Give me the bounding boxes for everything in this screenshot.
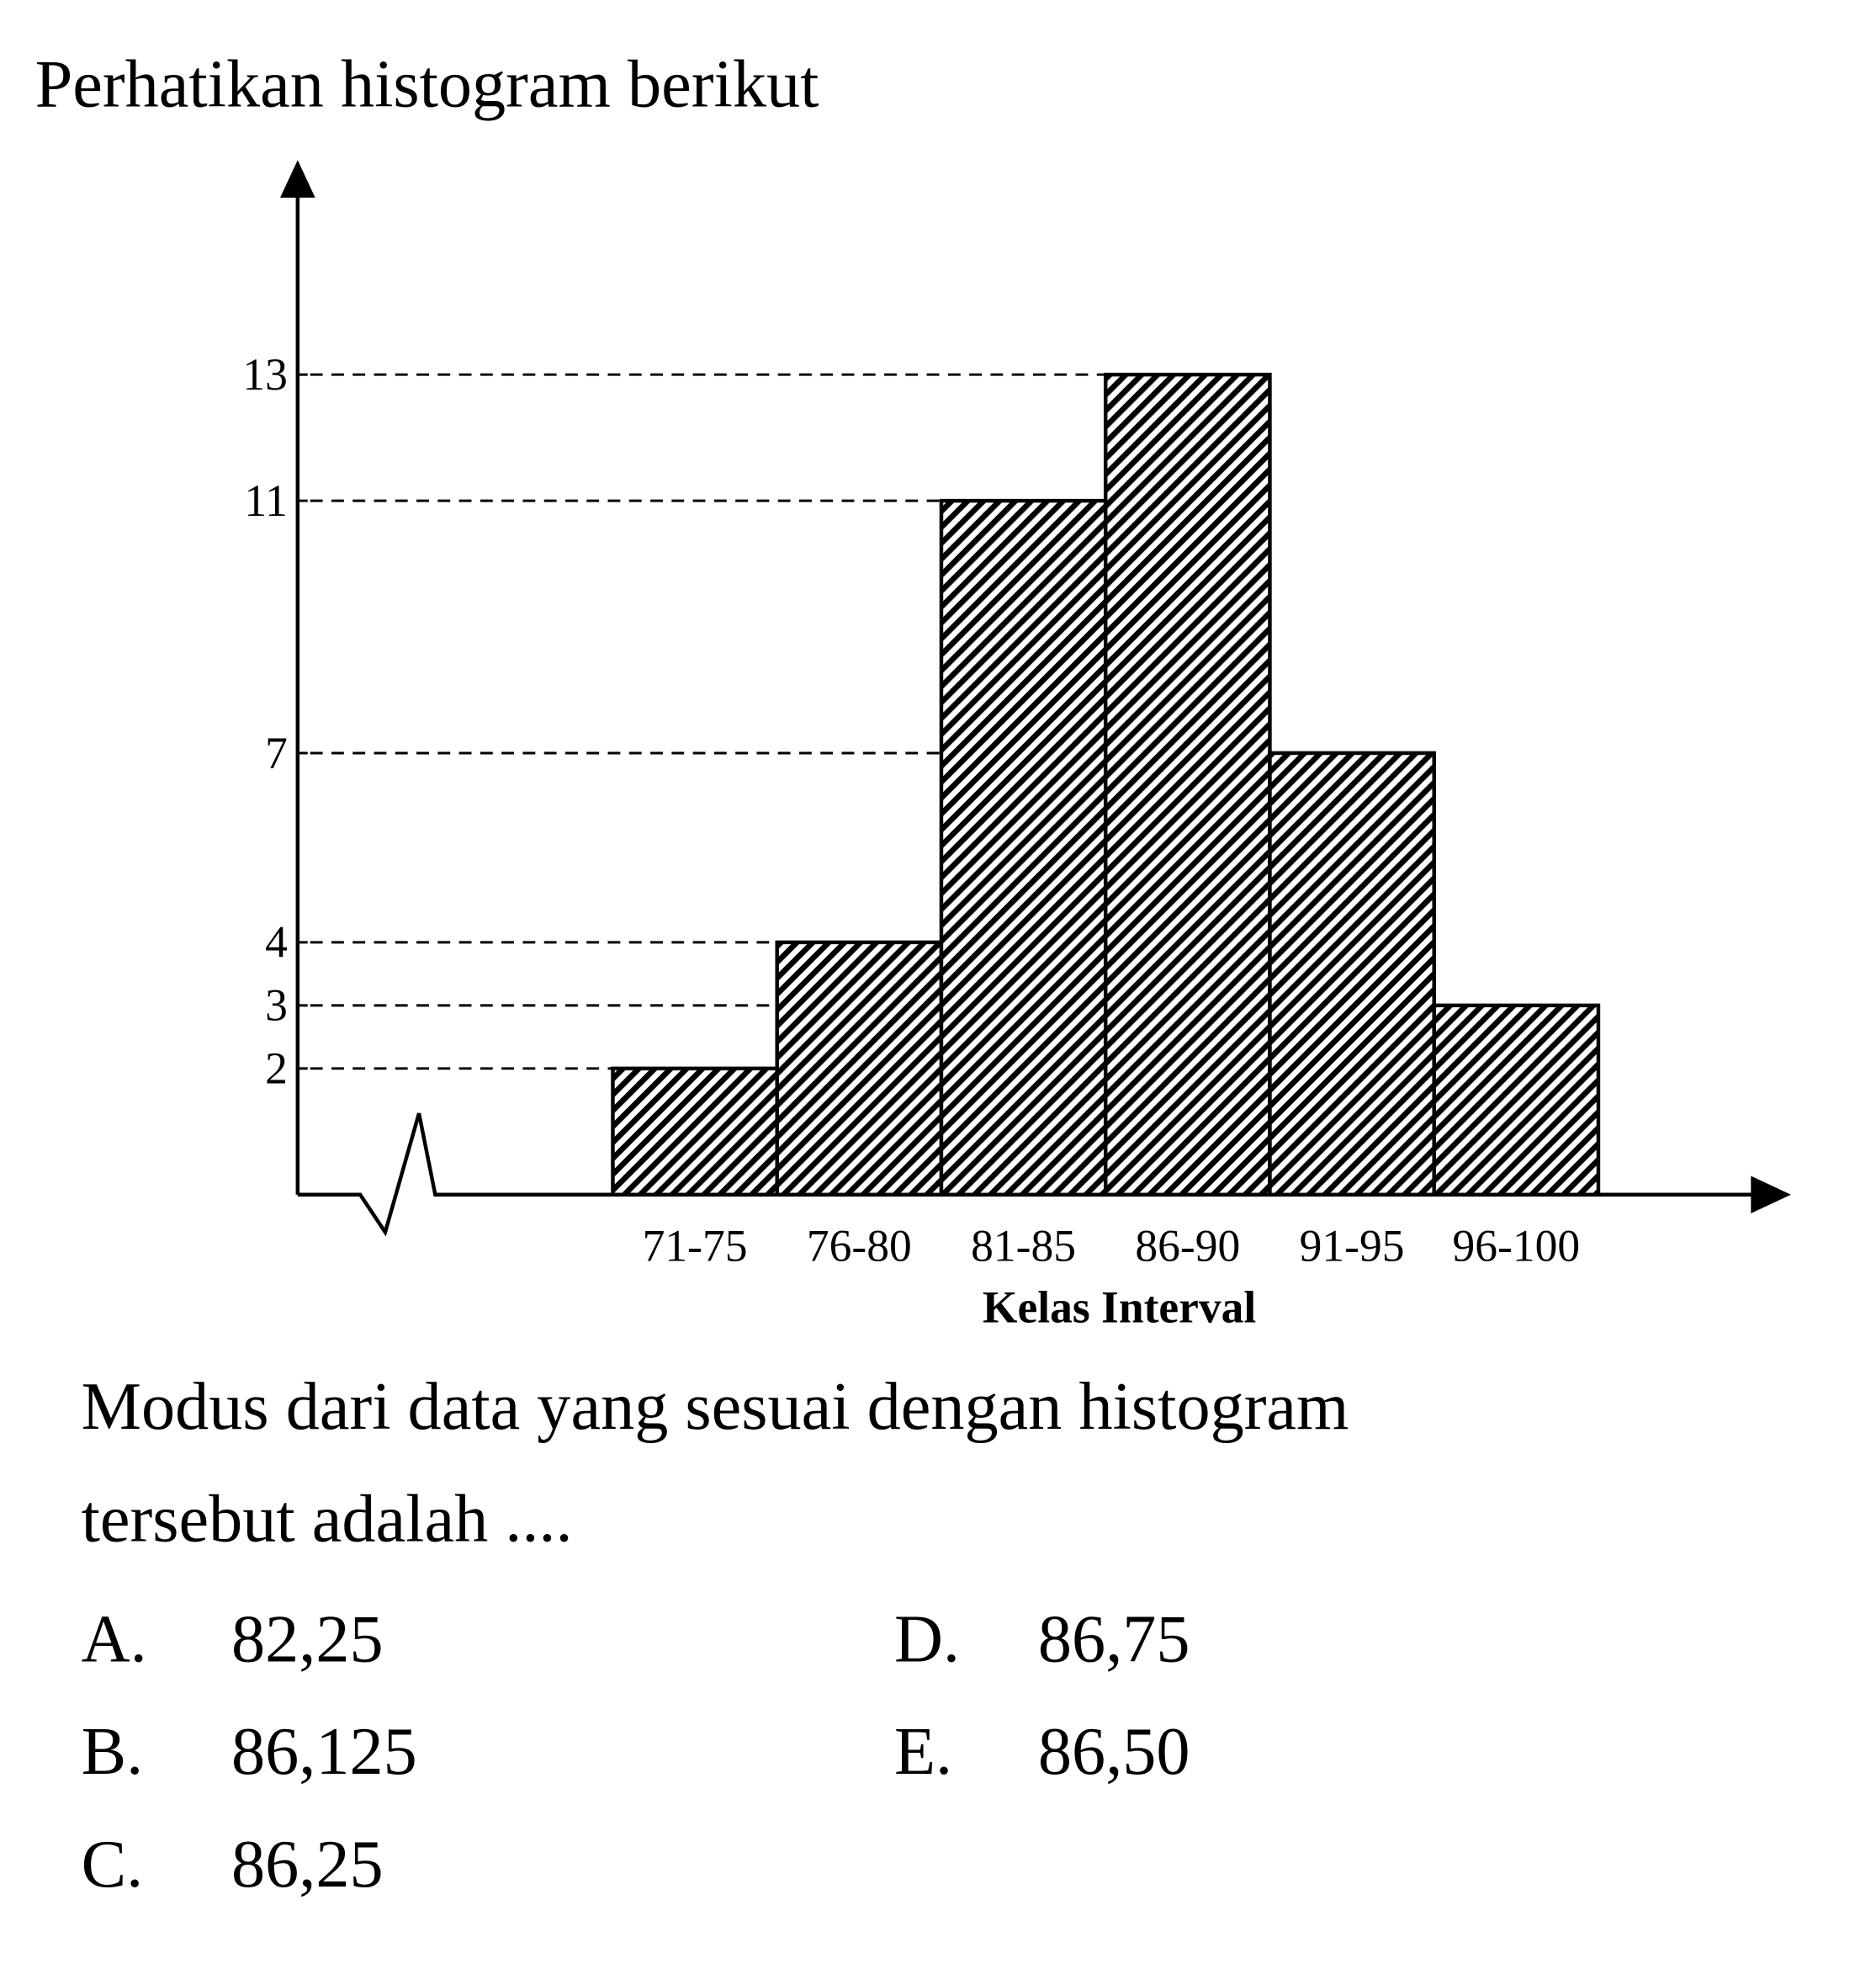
x-tick-label: 96-100 (1453, 1221, 1581, 1271)
option-letter: B. (82, 1714, 144, 1789)
question-line: tersebut adalah .... (82, 1482, 573, 1557)
option-letter: C. (82, 1827, 144, 1902)
bar (611, 1066, 779, 1197)
question-line: Modus dari data yang sesuai dengan histo… (82, 1369, 1349, 1444)
x-tick-label: 76-80 (807, 1221, 912, 1271)
option-text: 86,125 (231, 1714, 417, 1789)
y-arrow (280, 160, 315, 198)
y-tick-label: 3 (265, 980, 288, 1031)
y-tick-label: 2 (265, 1043, 288, 1094)
option-text: 86,75 (1038, 1601, 1190, 1676)
option-text: 86,50 (1038, 1714, 1190, 1789)
title: Perhatikan histogram berikut (35, 46, 819, 121)
y-tick-label: 7 (265, 728, 288, 778)
x-tick-label: 71-75 (643, 1221, 748, 1271)
bar (1103, 372, 1272, 1197)
bar (1268, 751, 1436, 1197)
x-axis-label: Kelas Interval (983, 1282, 1256, 1332)
option-letter: E. (894, 1714, 952, 1789)
x-tick-label: 91-95 (1300, 1221, 1405, 1271)
y-tick-label: 11 (244, 475, 288, 526)
option-letter: A. (82, 1601, 147, 1676)
bar (939, 498, 1108, 1197)
option-letter: D. (894, 1601, 960, 1676)
x-tick-label: 86-90 (1135, 1221, 1240, 1271)
y-tick-label: 13 (242, 349, 288, 400)
bar (775, 940, 944, 1197)
x-tick-label: 81-85 (971, 1221, 1076, 1271)
y-tick-label: 4 (265, 917, 288, 968)
option-text: 86,25 (231, 1827, 384, 1902)
bar (1432, 1003, 1601, 1197)
x-arrow (1751, 1176, 1791, 1214)
option-text: 82,25 (231, 1601, 384, 1676)
